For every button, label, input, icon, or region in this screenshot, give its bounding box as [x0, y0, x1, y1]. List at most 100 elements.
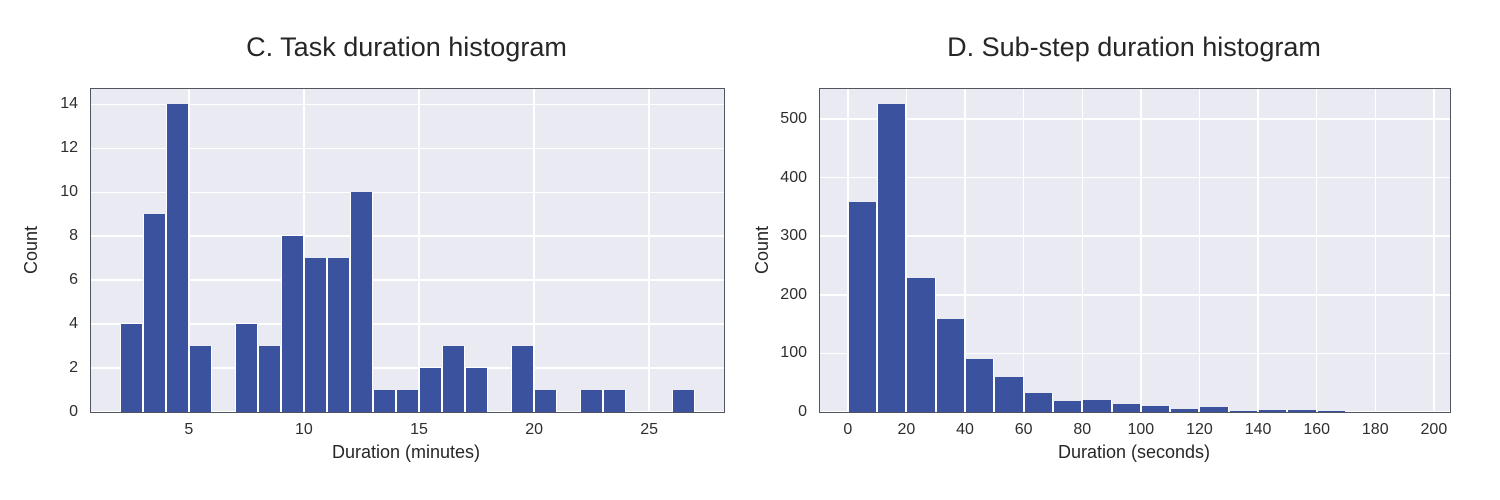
x-tick-label: 5: [184, 421, 194, 438]
gridline: [905, 89, 908, 412]
histogram-bar: [465, 368, 489, 412]
histogram-bar: [877, 104, 907, 412]
gridline: [1140, 89, 1142, 412]
x-tick-label: 0: [843, 421, 853, 438]
chart-d-xaxis-label: Duration (seconds): [1057, 442, 1211, 462]
histogram-bar: [280, 236, 304, 412]
y-tick-label: 0: [798, 403, 807, 420]
chart-c-title: C. Task duration histogram: [246, 32, 567, 62]
histogram-bar: [1140, 405, 1171, 412]
histogram-bar: [1082, 400, 1112, 412]
y-tick-label: 0: [69, 403, 78, 420]
histogram-bar: [372, 390, 396, 412]
y-tick-label: 100: [780, 344, 807, 362]
gridline: [820, 176, 1450, 179]
histogram-bar: [534, 390, 558, 412]
histogram-bar: [119, 324, 143, 412]
histogram-bar: [349, 192, 373, 412]
histogram-bar: [1316, 410, 1346, 412]
histogram-bar: [935, 319, 966, 412]
gridline: [91, 235, 724, 237]
histogram-bar: [1199, 406, 1229, 412]
gridline: [188, 89, 190, 412]
histogram-bar: [234, 324, 258, 412]
x-tick-label: 100: [1127, 421, 1155, 438]
gridline: [820, 118, 1450, 120]
histogram-bar: [511, 346, 535, 412]
histogram-bar: [165, 104, 189, 412]
x-tick-label: 20: [525, 421, 543, 438]
histogram-bar: [1287, 409, 1317, 412]
y-tick-label: 500: [780, 109, 807, 127]
chart-c-yaxis-label: Count: [21, 225, 41, 275]
gridline: [1257, 89, 1259, 412]
chart-c-plot-area: 5 10 15 20 25 0 2 4 6 8 10 12 14: [60, 88, 725, 438]
y-tick-label: 6: [69, 271, 78, 289]
histogram-bar: [1111, 403, 1141, 412]
y-tick-label: 300: [780, 227, 807, 245]
x-tick-label: 10: [295, 421, 313, 438]
gridline: [91, 103, 724, 106]
histogram-bar: [142, 214, 166, 412]
x-tick-label: 180: [1361, 421, 1389, 438]
y-tick-label: 4: [69, 315, 78, 333]
gridline: [964, 89, 966, 412]
chart-d-yaxis-label: Count: [752, 225, 772, 275]
histogram-bar: [672, 390, 696, 412]
x-tick-label: 60: [1014, 421, 1033, 438]
gridline: [91, 279, 724, 281]
gridline: [1315, 89, 1318, 412]
chart-d-canvas: [820, 89, 1450, 412]
y-tick-label: 2: [69, 359, 78, 377]
gridline: [1022, 89, 1025, 412]
y-tick-label: 200: [780, 285, 807, 303]
histogram-bar: [1023, 392, 1053, 412]
y-tick-label: 8: [69, 227, 78, 245]
histogram-bar: [395, 390, 419, 412]
gridline: [820, 294, 1450, 296]
x-tick-label: 40: [956, 421, 974, 438]
chart-d-plot-area: 0 20 40 60 80 100 120 140 160 180 200 0 100 200 300 400…: [780, 88, 1451, 438]
histogram-bar: [994, 376, 1024, 412]
histogram-bar: [303, 258, 327, 412]
x-tick-label: 80: [1073, 421, 1092, 438]
x-tick-label: 25: [640, 421, 659, 438]
histogram-bar: [1228, 410, 1259, 412]
gridline: [1198, 89, 1201, 412]
gridline: [91, 367, 724, 369]
histogram-bar: [1052, 401, 1083, 412]
gridline: [1374, 89, 1377, 412]
chart-c-xaxis-label: Duration (minutes): [331, 442, 481, 462]
gridline: [91, 323, 724, 325]
x-tick-label: 200: [1420, 421, 1448, 438]
histogram-bar: [1258, 409, 1288, 412]
chart-d-title: D. Sub-step duration histogram: [947, 32, 1321, 62]
gridline: [91, 147, 724, 150]
x-tick-label: 120: [1186, 421, 1213, 438]
x-tick-label: 140: [1244, 421, 1272, 438]
histogram-bar: [965, 359, 995, 412]
gridline: [820, 352, 1450, 355]
histogram-bar: [906, 278, 936, 412]
histogram-bar: [419, 368, 443, 412]
x-tick-label: 160: [1303, 421, 1331, 438]
histogram-bar: [603, 390, 627, 412]
gridline: [533, 89, 535, 412]
histogram-bar: [847, 202, 878, 412]
gridline: [1081, 89, 1083, 412]
histogram-bar: [442, 346, 466, 412]
y-tick-label: 12: [60, 139, 78, 157]
gridline: [648, 89, 650, 412]
gridline: [418, 89, 420, 412]
gridline: [303, 89, 305, 412]
x-tick-label: 15: [410, 421, 428, 438]
chart-c-canvas: [91, 89, 724, 412]
gridline: [820, 235, 1450, 237]
histogram-bar: [580, 390, 604, 412]
histogram-bar: [257, 346, 281, 412]
gridline: [91, 191, 724, 194]
histogram-bar: [326, 258, 350, 412]
histogram-bar: [188, 346, 212, 412]
x-tick-label: 20: [897, 421, 916, 438]
y-tick-label: 10: [60, 183, 78, 201]
